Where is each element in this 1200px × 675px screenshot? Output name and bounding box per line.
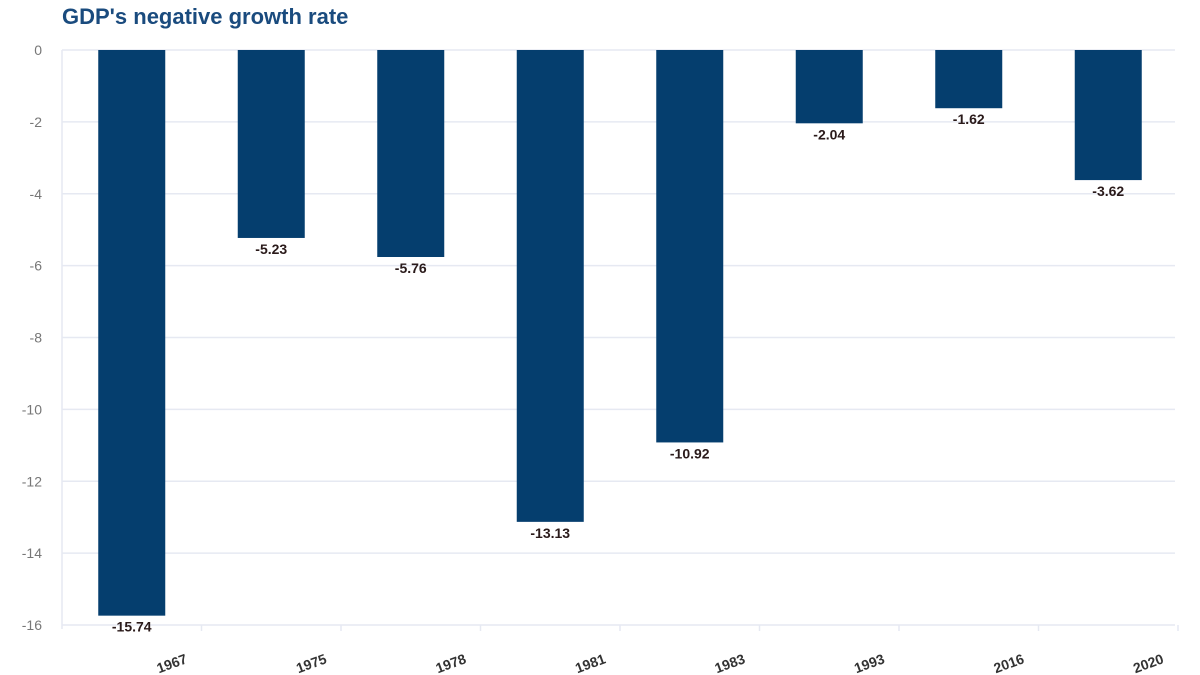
bars — [98, 50, 1142, 616]
data-label: -13.13 — [530, 525, 570, 541]
bar-2020 — [1074, 50, 1142, 181]
bar-1993 — [795, 50, 863, 124]
y-tick-label: 0 — [34, 42, 42, 58]
bar-2016 — [935, 50, 1003, 109]
y-tick-label: -2 — [30, 114, 43, 130]
y-tick-label: -16 — [22, 617, 42, 633]
data-label: -1.62 — [953, 111, 985, 127]
x-tick-label: 1978 — [433, 650, 468, 675]
y-tick-label: -4 — [30, 186, 43, 202]
x-tick-label: 2016 — [991, 650, 1026, 675]
x-axis: 1967 1975 1978 1981 1983 1993 2016 2020 — [154, 650, 1165, 675]
y-tick-label: -14 — [22, 545, 42, 561]
x-tick-label: 2020 — [1131, 650, 1166, 675]
x-tick-label: 1981 — [573, 650, 608, 675]
x-tick-label: 1967 — [154, 650, 189, 675]
data-label: -15.74 — [112, 619, 152, 635]
data-label: -3.62 — [1092, 183, 1124, 199]
data-label: -10.92 — [670, 445, 710, 461]
x-tick-label: 1993 — [852, 650, 887, 675]
chart-title: GDP's negative growth rate — [62, 4, 349, 29]
y-axis: 0 -2 -4 -6 -8 -10 -12 -14 -16 — [22, 42, 42, 633]
bar-1981 — [516, 50, 584, 522]
gridlines — [61, 49, 1179, 631]
data-label: -2.04 — [813, 126, 845, 142]
y-tick-label: -10 — [22, 401, 42, 417]
bar-1967 — [98, 50, 166, 616]
data-labels: -15.74 -5.23 -5.76 -13.13 -10.92 -2.04 -1.62 -3… — [112, 111, 1125, 634]
bar-1983 — [656, 50, 724, 443]
data-label: -5.23 — [255, 241, 287, 257]
bar-1975 — [237, 50, 305, 238]
x-tick-label: 1983 — [712, 650, 747, 675]
x-tick-label: 1975 — [294, 650, 329, 675]
data-label: -5.76 — [395, 260, 427, 276]
bar-1978 — [377, 50, 445, 257]
y-tick-label: -6 — [30, 258, 43, 274]
y-tick-label: -12 — [22, 473, 42, 489]
y-tick-label: -8 — [30, 330, 43, 346]
